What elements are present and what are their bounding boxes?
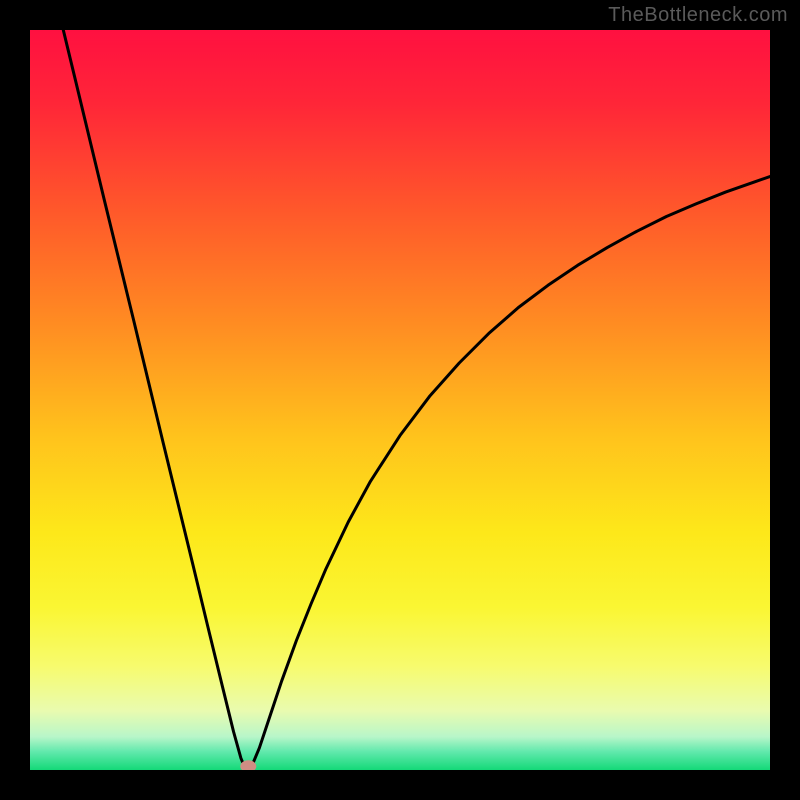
bottleneck-chart	[30, 30, 770, 770]
chart-background	[30, 30, 770, 770]
watermark-text: TheBottleneck.com	[608, 4, 788, 27]
chart-container	[30, 30, 770, 770]
